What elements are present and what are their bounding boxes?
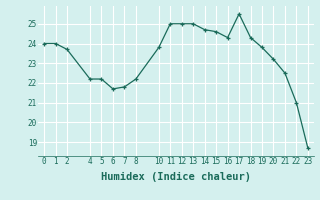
X-axis label: Humidex (Indice chaleur): Humidex (Indice chaleur) bbox=[101, 172, 251, 182]
